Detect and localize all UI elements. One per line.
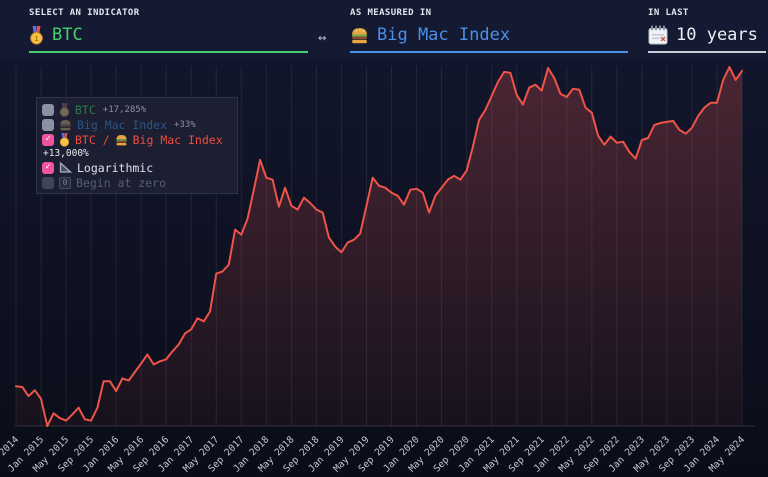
checkbox-bigmac[interactable] <box>42 118 54 131</box>
period-label: IN LAST <box>648 8 689 18</box>
svg-text:1: 1 <box>34 34 39 43</box>
indicator-control: SELECT AN INDICATOR 1 BTC <box>29 8 308 53</box>
checkbox-begin-at-zero[interactable] <box>42 176 54 189</box>
price-line <box>15 66 743 427</box>
indicator-underline <box>29 51 308 53</box>
measure-control: AS MEASURED IN Big Mac Index <box>350 8 628 53</box>
checkbox-btc[interactable] <box>42 103 54 116</box>
measure-value: Big Mac Index <box>377 25 511 45</box>
period-value: 10 years <box>676 25 758 45</box>
indicator-select[interactable]: 1 BTC <box>29 25 308 45</box>
burger-icon <box>350 27 369 44</box>
indicator-value: BTC <box>52 25 83 45</box>
burger-icon <box>59 119 72 131</box>
medal-icon: 1 <box>29 25 44 45</box>
legend-label: Big Mac Index <box>132 132 223 147</box>
medal-icon <box>59 102 70 117</box>
period-select[interactable]: 10 years <box>648 25 766 45</box>
zero-icon: 0 <box>59 176 71 189</box>
checkbox-logarithmic[interactable] <box>42 161 54 174</box>
area-fill <box>16 67 742 426</box>
ratio-change: +13,000% <box>43 148 89 159</box>
measure-label: AS MEASURED IN <box>350 8 432 18</box>
option-label: Begin at zero <box>76 175 167 190</box>
calendar-icon <box>648 25 668 45</box>
legend-item-ratio: BTC / Big Mac Index <box>42 132 232 147</box>
legend-label-prefix: BTC / <box>75 132 110 147</box>
legend-item-btc: BTC +17,285% <box>42 102 232 117</box>
period-control: IN LAST 10 years <box>648 8 766 53</box>
legend-change: +17,285% <box>102 104 147 115</box>
ruler-icon <box>59 161 72 174</box>
legend-label: BTC <box>75 102 96 117</box>
measure-underline <box>350 51 628 53</box>
option-logarithmic: Logarithmic <box>42 160 232 175</box>
option-label: Logarithmic <box>77 160 154 175</box>
legend-change: +33% <box>174 119 196 130</box>
measure-select[interactable]: Big Mac Index <box>350 25 628 45</box>
swap-arrows-icon[interactable]: ↔ <box>318 30 327 46</box>
legend-item-bigmac: Big Mac Index +33% <box>42 117 232 132</box>
legend-label: Big Mac Index <box>77 117 168 132</box>
chart-legend: BTC +17,285% Big Mac Index +33% BTC / <box>36 97 238 194</box>
medal-icon <box>59 132 70 147</box>
checkbox-ratio[interactable] <box>42 133 54 146</box>
period-underline <box>648 51 766 53</box>
indicator-label: SELECT AN INDICATOR <box>29 8 140 18</box>
option-begin-at-zero: 0 Begin at zero <box>42 175 232 190</box>
header: SELECT AN INDICATOR 1 BTC ↔ AS MEASURED … <box>0 0 768 60</box>
burger-icon <box>115 134 128 146</box>
